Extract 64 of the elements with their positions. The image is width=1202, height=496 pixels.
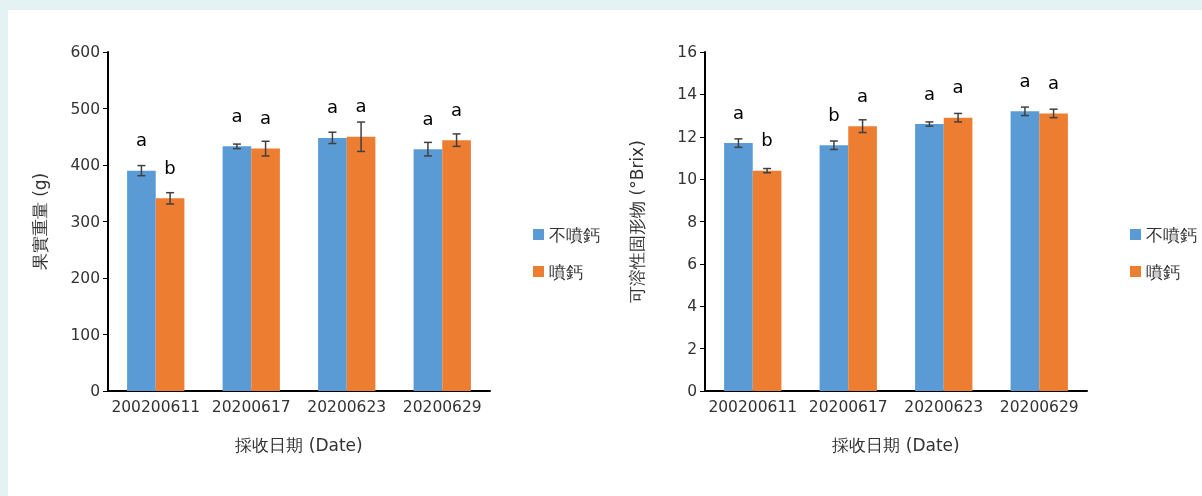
data-label: a <box>952 76 964 98</box>
y-tick-label: 100 <box>70 325 100 344</box>
x-tick-label: 20200623 <box>904 398 984 416</box>
data-label: a <box>260 107 272 129</box>
data-label: a <box>1019 69 1031 91</box>
bar <box>318 137 347 391</box>
x-axis-title: 採收日期 (Date) <box>832 434 960 455</box>
y-tick-label: 8 <box>687 212 697 231</box>
data-label: a <box>135 129 147 151</box>
y-tick-label: 500 <box>70 99 100 118</box>
data-label: b <box>761 129 773 151</box>
legend-label: 噴鈣 <box>549 261 583 282</box>
data-label: b <box>164 156 176 178</box>
x-tick-label: 200200611 <box>111 398 201 416</box>
y-tick-label: 300 <box>70 212 100 231</box>
bar <box>819 145 849 391</box>
x-axis-title: 採收日期 (Date) <box>235 434 363 455</box>
bar <box>848 126 877 391</box>
x-tick-label: 20200617 <box>211 398 291 416</box>
y-axis-title: 可溶性固形物 (°Brix) <box>626 140 647 303</box>
y-tick-label: 16 <box>677 43 697 61</box>
y-tick-label: 6 <box>687 254 697 273</box>
x-tick-label: 20200617 <box>808 398 888 416</box>
data-label: a <box>451 98 463 120</box>
y-tick-label: 4 <box>687 297 697 316</box>
bar <box>1010 111 1040 391</box>
bar <box>346 136 376 391</box>
y-tick-label: 2 <box>687 339 697 358</box>
x-tick-label: 20200629 <box>999 398 1079 416</box>
bar <box>222 146 252 391</box>
data-label: a <box>355 95 367 117</box>
data-label: a <box>326 96 338 118</box>
legend-label: 噴鈣 <box>1146 261 1180 282</box>
y-axis-title: 果實重量 (g) <box>29 172 50 271</box>
bar <box>915 124 944 391</box>
data-label: a <box>422 107 434 129</box>
data-label: b <box>828 103 840 125</box>
y-tick-label: 14 <box>677 85 697 104</box>
data-label: a <box>923 82 935 104</box>
legend-label: 不噴鈣 <box>1146 224 1197 245</box>
bar <box>442 140 471 391</box>
y-tick-label: 600 <box>70 43 100 61</box>
y-tick-label: 0 <box>687 382 697 400</box>
data-label: a <box>732 101 744 123</box>
bar <box>251 148 280 391</box>
data-label: a <box>857 84 869 106</box>
y-tick-label: 200 <box>70 269 100 287</box>
bar <box>724 143 753 391</box>
y-tick-label: 400 <box>70 156 100 174</box>
x-tick-label: 20200629 <box>402 398 482 416</box>
bar <box>127 170 156 391</box>
x-tick-label: 20200623 <box>307 398 387 416</box>
legend-label: 不噴鈣 <box>549 224 600 245</box>
y-tick-label: 12 <box>677 127 697 146</box>
y-tick-label: 0 <box>90 382 100 400</box>
bar <box>943 117 973 391</box>
bar <box>413 149 443 391</box>
data-label: a <box>1048 71 1060 93</box>
bar <box>155 198 185 391</box>
x-tick-label: 200200611 <box>708 398 798 416</box>
y-tick-label: 10 <box>677 170 697 189</box>
bar <box>752 170 782 391</box>
data-label: a <box>231 104 243 126</box>
bar <box>1039 113 1068 391</box>
